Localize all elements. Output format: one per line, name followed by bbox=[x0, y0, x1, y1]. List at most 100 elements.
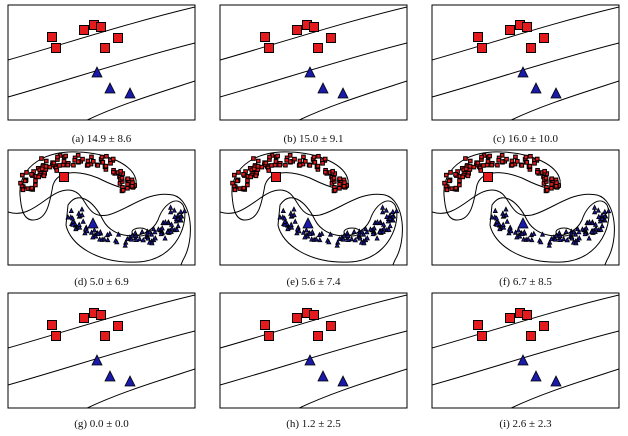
square-point bbox=[79, 313, 89, 323]
square-point bbox=[277, 162, 283, 168]
caption: (e) 5.6 ± 7.4 bbox=[287, 276, 341, 288]
panel-frame bbox=[219, 292, 408, 409]
square-point bbox=[303, 158, 308, 164]
square-point bbox=[499, 153, 505, 158]
square-point bbox=[297, 158, 303, 164]
square-point bbox=[36, 174, 41, 180]
square-point bbox=[267, 154, 272, 160]
triangle-point bbox=[370, 230, 376, 237]
triangle-point bbox=[326, 238, 332, 245]
triangle-point bbox=[317, 236, 323, 243]
square-point bbox=[234, 178, 240, 184]
triangle-point bbox=[345, 232, 351, 239]
triangle-point bbox=[564, 236, 570, 243]
caption: (c) 16.0 ± 10.0 bbox=[493, 133, 558, 145]
decision-boundary bbox=[298, 368, 407, 408]
square-point bbox=[18, 180, 23, 186]
triangle-point bbox=[334, 242, 340, 248]
square-point bbox=[241, 185, 247, 191]
triangle-point bbox=[309, 229, 316, 235]
decision-boundary bbox=[489, 197, 610, 263]
triangle-point bbox=[167, 204, 174, 210]
square-point bbox=[473, 320, 483, 330]
triangle-point bbox=[591, 208, 598, 215]
decision-boundary bbox=[432, 42, 619, 98]
triangle-point bbox=[296, 227, 302, 234]
triangle-point bbox=[552, 236, 559, 242]
square-point bbox=[43, 164, 49, 169]
triangle-point bbox=[317, 82, 329, 94]
square-point bbox=[111, 169, 116, 175]
square-point bbox=[269, 163, 274, 168]
triangle-point bbox=[529, 236, 535, 243]
square-point bbox=[51, 331, 61, 341]
square-point bbox=[118, 168, 123, 174]
square-point bbox=[481, 163, 486, 168]
triangle-point bbox=[337, 87, 349, 99]
square-point bbox=[471, 164, 477, 170]
triangle-point bbox=[525, 236, 531, 242]
triangle-point bbox=[598, 226, 604, 232]
square-point bbox=[60, 162, 66, 168]
plot-area bbox=[220, 151, 403, 265]
triangle-point bbox=[101, 236, 107, 242]
triangle-point bbox=[371, 225, 377, 231]
square-point bbox=[100, 43, 110, 53]
square-point bbox=[489, 162, 495, 168]
triangle-point bbox=[288, 221, 294, 227]
square-point bbox=[460, 174, 465, 180]
panel-frame bbox=[7, 4, 196, 121]
panel bbox=[7, 149, 196, 266]
triangle-point bbox=[553, 232, 559, 238]
triangle-point bbox=[68, 207, 74, 213]
square-point bbox=[57, 163, 62, 168]
square-point bbox=[326, 33, 336, 43]
triangle-point bbox=[282, 218, 288, 224]
decision-boundary bbox=[8, 6, 195, 61]
square-point bbox=[236, 170, 241, 175]
square-point bbox=[232, 172, 237, 178]
square-point bbox=[542, 168, 547, 174]
square-point bbox=[479, 154, 484, 160]
triangle-point bbox=[377, 228, 383, 235]
decision-boundary bbox=[86, 80, 195, 120]
square-point bbox=[448, 170, 453, 175]
panel bbox=[219, 149, 408, 266]
square-point bbox=[85, 158, 91, 164]
square-point bbox=[549, 185, 554, 191]
plot-area bbox=[8, 151, 191, 265]
triangle-point bbox=[73, 225, 79, 232]
decision-boundary bbox=[443, 151, 561, 221]
square-point bbox=[29, 185, 35, 191]
square-point bbox=[495, 162, 500, 168]
triangle-point bbox=[380, 221, 387, 227]
triangle-point bbox=[561, 235, 567, 242]
square-point bbox=[273, 159, 279, 164]
decision-boundary bbox=[432, 330, 619, 386]
triangle-point bbox=[133, 236, 139, 243]
triangle-point bbox=[494, 218, 500, 224]
square-point bbox=[515, 158, 520, 164]
triangle-point bbox=[508, 227, 514, 234]
decision-boundary bbox=[19, 151, 137, 221]
square-point bbox=[484, 162, 490, 168]
triangle-point bbox=[133, 232, 139, 239]
triangle-point bbox=[175, 222, 181, 229]
triangle-point bbox=[291, 206, 297, 212]
triangle-point bbox=[91, 354, 103, 366]
square-point bbox=[526, 331, 536, 341]
square-point bbox=[100, 160, 106, 165]
square-point bbox=[478, 168, 484, 173]
square-point bbox=[75, 153, 81, 158]
triangle-point bbox=[281, 215, 288, 221]
square-point bbox=[125, 182, 130, 187]
triangle-point bbox=[589, 228, 595, 235]
square-point bbox=[255, 164, 261, 169]
triangle-point bbox=[158, 230, 164, 237]
triangle-point bbox=[76, 224, 83, 230]
square-point bbox=[475, 160, 481, 166]
square-point bbox=[61, 159, 67, 164]
square-point bbox=[260, 320, 270, 330]
triangle-point bbox=[140, 236, 146, 243]
